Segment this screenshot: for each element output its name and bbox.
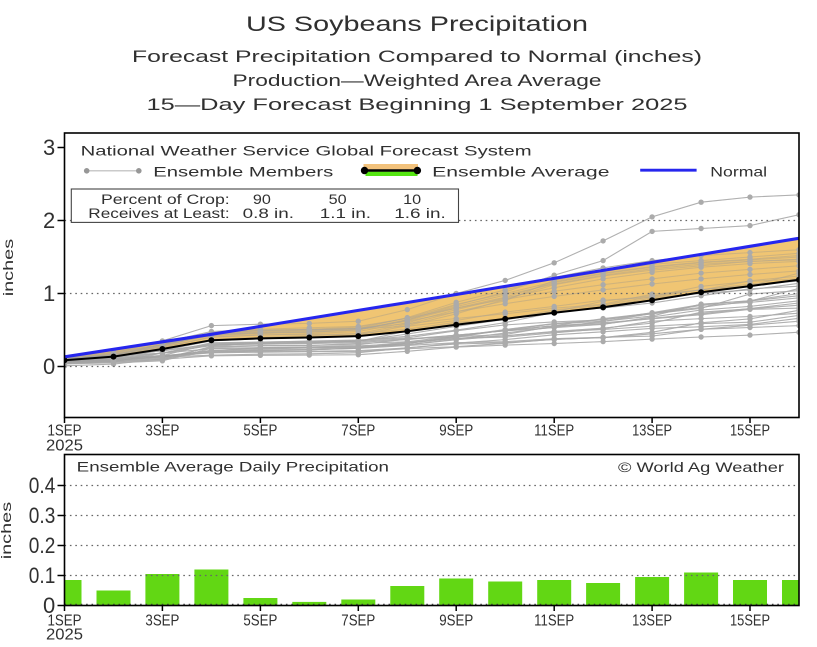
svg-text:Ensemble Average: Ensemble Average (432, 164, 610, 180)
svg-text:0.4: 0.4 (29, 473, 56, 498)
svg-text:0.3: 0.3 (29, 503, 56, 528)
svg-text:Receives at Least:: Receives at Least: (88, 206, 229, 221)
svg-text:inches: inches (0, 239, 16, 296)
svg-text:50: 50 (329, 192, 347, 207)
svg-text:© World Ag Weather: © World Ag Weather (618, 459, 784, 475)
svg-text:5SEP: 5SEP (243, 423, 277, 440)
svg-text:3: 3 (43, 135, 55, 160)
svg-text:1: 1 (43, 281, 55, 306)
svg-text:Forecast Precipitation Compare: Forecast Precipitation Compared to Norma… (132, 47, 702, 66)
svg-text:90: 90 (253, 192, 271, 207)
svg-text:15SEP: 15SEP (730, 612, 770, 629)
svg-text:0: 0 (43, 593, 55, 618)
svg-text:7SEP: 7SEP (341, 612, 375, 629)
svg-text:9SEP: 9SEP (439, 612, 473, 629)
svg-text:13SEP: 13SEP (632, 612, 672, 629)
svg-text:US Soybeans Precipitation: US Soybeans Precipitation (246, 12, 588, 36)
svg-text:11SEP: 11SEP (534, 423, 574, 440)
svg-text:0: 0 (43, 354, 55, 379)
svg-text:0.1: 0.1 (29, 563, 56, 588)
svg-text:1SEP: 1SEP (48, 612, 82, 629)
svg-text:15—Day Forecast Beginning 1 Se: 15—Day Forecast Beginning 1 September 20… (147, 95, 688, 114)
svg-text:2025: 2025 (46, 626, 83, 643)
svg-text:5SEP: 5SEP (243, 612, 277, 629)
svg-text:Ensemble Members: Ensemble Members (153, 164, 333, 180)
svg-text:inches: inches (0, 502, 14, 559)
svg-text:10: 10 (403, 192, 421, 207)
svg-text:7SEP: 7SEP (341, 423, 375, 440)
svg-text:3SEP: 3SEP (145, 423, 179, 440)
svg-text:9SEP: 9SEP (439, 423, 473, 440)
svg-text:Ensemble Average Daily Precipi: Ensemble Average Daily Precipitation (77, 459, 389, 475)
svg-text:Production—Weighted Area Avera: Production—Weighted Area Average (233, 71, 602, 90)
svg-text:15SEP: 15SEP (730, 423, 770, 440)
svg-text:1.1 in.: 1.1 in. (320, 206, 371, 221)
svg-text:0.8 in.: 0.8 in. (243, 206, 294, 221)
svg-text:Percent of Crop:: Percent of Crop: (101, 192, 230, 207)
svg-text:Normal: Normal (710, 164, 767, 180)
svg-text:2: 2 (43, 208, 55, 233)
svg-text:3SEP: 3SEP (145, 612, 179, 629)
svg-text:2025: 2025 (46, 437, 83, 454)
svg-text:0.2: 0.2 (29, 533, 56, 558)
svg-text:1.6 in.: 1.6 in. (394, 206, 446, 221)
svg-text:National Weather Service Globa: National Weather Service Global Forecast… (81, 143, 532, 159)
svg-text:1SEP: 1SEP (48, 423, 82, 440)
svg-text:11SEP: 11SEP (534, 612, 574, 629)
svg-text:13SEP: 13SEP (632, 423, 672, 440)
